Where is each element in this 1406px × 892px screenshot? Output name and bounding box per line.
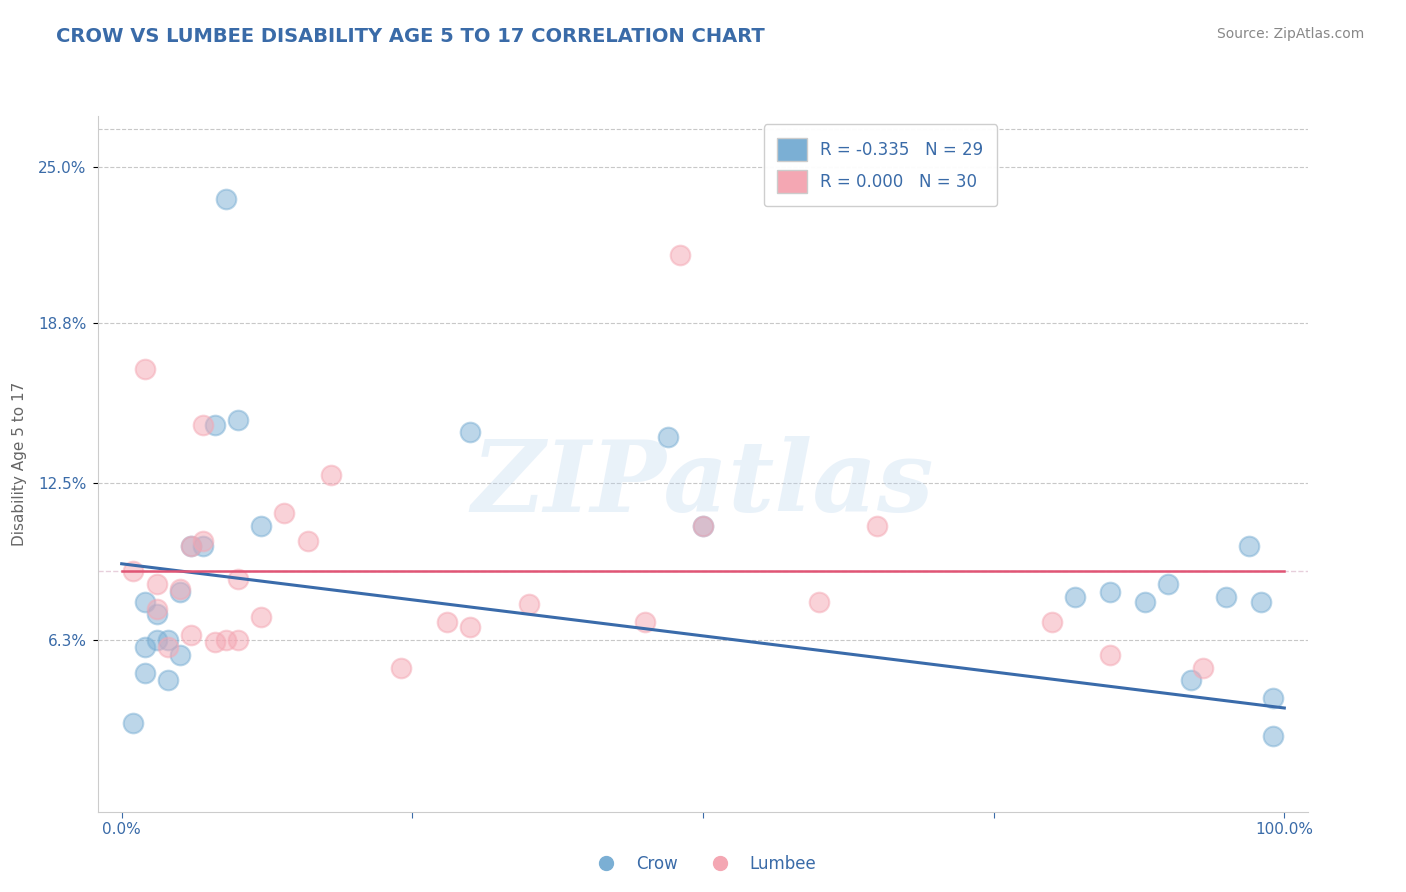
Point [145,602,167,616]
Point [145,607,167,622]
Point [1157,577,1180,591]
Point [215,632,238,647]
Point [866,518,889,533]
Point [157,673,180,688]
Point [319,468,342,483]
Point [460,620,482,634]
Point [204,417,226,432]
Point [122,716,145,731]
Point [692,518,714,533]
Point [634,615,657,629]
Point [134,595,156,609]
Point [134,640,156,655]
Point [250,518,273,533]
Point [169,584,191,599]
Text: Source: ZipAtlas.com: Source: ZipAtlas.com [1216,27,1364,41]
Point [808,595,831,609]
Point [1215,590,1237,604]
Point [1098,648,1121,662]
Point [157,632,180,647]
Point [389,660,412,674]
Point [460,425,482,440]
Point [517,597,540,611]
Point [692,518,714,533]
Point [122,565,145,579]
Point [134,362,156,376]
Point [1250,595,1272,609]
Point [297,534,319,549]
Point [157,640,180,655]
Y-axis label: Disability Age 5 to 17: Disability Age 5 to 17 [13,382,27,546]
Point [250,610,273,624]
Point [191,539,214,553]
Point [169,582,191,596]
Legend: Crow, Lumbee: Crow, Lumbee [583,848,823,880]
Point [204,635,226,649]
Point [191,417,214,432]
Point [1098,584,1121,599]
Point [1192,660,1215,674]
Point [436,615,458,629]
Point [180,539,202,553]
Point [180,627,202,641]
Point [145,632,167,647]
Point [1261,690,1284,705]
Point [668,248,690,262]
Point [1040,615,1063,629]
Point [1180,673,1202,688]
Point [215,193,238,207]
Point [1133,595,1156,609]
Text: ZIPatlas: ZIPatlas [472,436,934,533]
Point [191,534,214,549]
Text: CROW VS LUMBEE DISABILITY AGE 5 TO 17 CORRELATION CHART: CROW VS LUMBEE DISABILITY AGE 5 TO 17 CO… [56,27,765,45]
Point [226,572,249,586]
Point [657,430,679,444]
Point [180,539,202,553]
Point [169,648,191,662]
Point [1261,729,1284,743]
Point [273,506,295,520]
Point [1064,590,1087,604]
Point [1239,539,1261,553]
Point [226,412,249,426]
Point [226,632,249,647]
Point [145,577,167,591]
Point [134,665,156,680]
